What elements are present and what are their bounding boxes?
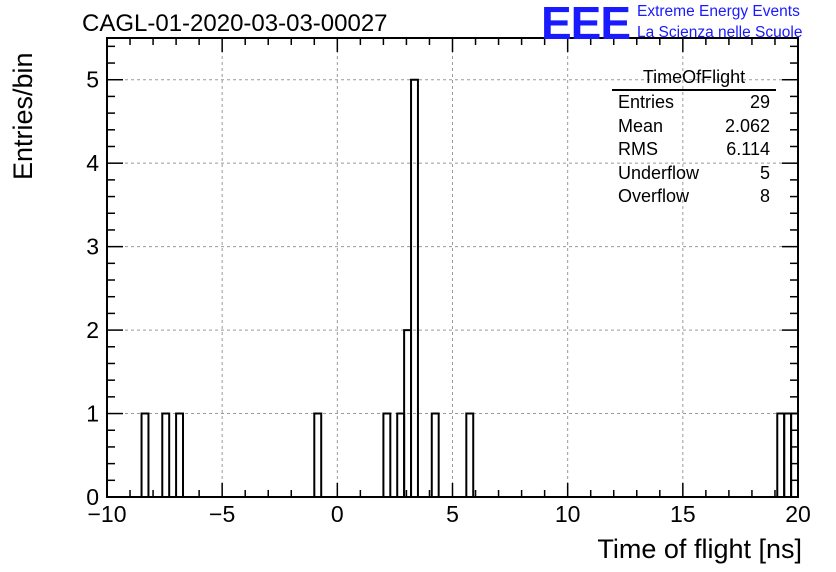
histogram-bin <box>790 412 799 497</box>
stats-value: 6.114 <box>726 139 770 159</box>
eee-logo: EEE <box>541 0 631 49</box>
stats-box: TimeOfFlight Entries 29 Mean 2.062 RMS 6… <box>610 67 778 209</box>
stats-label: Entries <box>618 92 675 112</box>
tick-labels: −10 −5 0 5 10 15 20 0 1 2 3 4 5 <box>86 67 811 527</box>
x-tick-label: 10 <box>555 501 581 527</box>
x-tick-label: −5 <box>209 501 235 527</box>
grid-lines <box>107 38 798 497</box>
y-tick-label: 4 <box>86 150 99 176</box>
stats-row-underflow: Underflow 5 <box>610 162 778 186</box>
histogram-bin <box>783 412 793 497</box>
stats-label: Overflow <box>618 186 690 206</box>
stats-row-mean: Mean 2.062 <box>610 115 778 139</box>
x-axis-label: Time of flight [ns] <box>597 534 802 564</box>
chart-title: CAGL-01-2020-03-03-00027 <box>82 10 388 37</box>
x-tick-label: 0 <box>331 501 344 527</box>
y-tick-label: 0 <box>86 484 99 510</box>
x-tick-label: −10 <box>87 501 126 527</box>
histogram-bin <box>175 412 185 497</box>
stats-label: RMS <box>618 139 658 159</box>
stats-value: 29 <box>749 92 770 112</box>
stats-value: 5 <box>759 162 770 183</box>
histogram-bin <box>313 412 323 497</box>
histogram-bin <box>410 78 419 497</box>
y-tick-label: 1 <box>86 401 99 427</box>
histogram-bin <box>382 412 392 497</box>
stats-value: 2.062 <box>724 115 770 136</box>
y-tick-label: 5 <box>86 67 99 93</box>
stats-row-entries: Entries 29 <box>610 91 778 115</box>
histogram-bin <box>161 412 171 497</box>
histogram-bin <box>140 412 150 497</box>
x-tick-label: 20 <box>785 501 811 527</box>
stats-value: 8 <box>759 186 770 206</box>
plot-frame <box>106 37 799 498</box>
logo-text-line-2: La Scienza nelle Scuole <box>637 24 803 41</box>
histogram-bin <box>465 412 475 497</box>
y-tick-label: 3 <box>86 234 99 260</box>
y-tick-label: 2 <box>86 317 99 343</box>
stats-label: Underflow <box>618 162 700 183</box>
logo-text-line-1: Extreme Energy Events <box>637 3 800 20</box>
stats-row-overflow: Overflow 8 <box>610 185 778 209</box>
histogram-bin <box>396 412 406 497</box>
stats-title: TimeOfFlight <box>612 67 776 91</box>
x-tick-label: 15 <box>670 501 696 527</box>
y-axis-label: Entries/bin <box>8 52 38 180</box>
stats-label: Mean <box>618 115 664 136</box>
histogram-bin <box>430 412 440 497</box>
histogram-bin <box>776 412 786 497</box>
x-tick-label: 5 <box>446 501 459 527</box>
histogram-series <box>140 78 799 497</box>
stats-row-rms: RMS 6.114 <box>610 138 778 162</box>
